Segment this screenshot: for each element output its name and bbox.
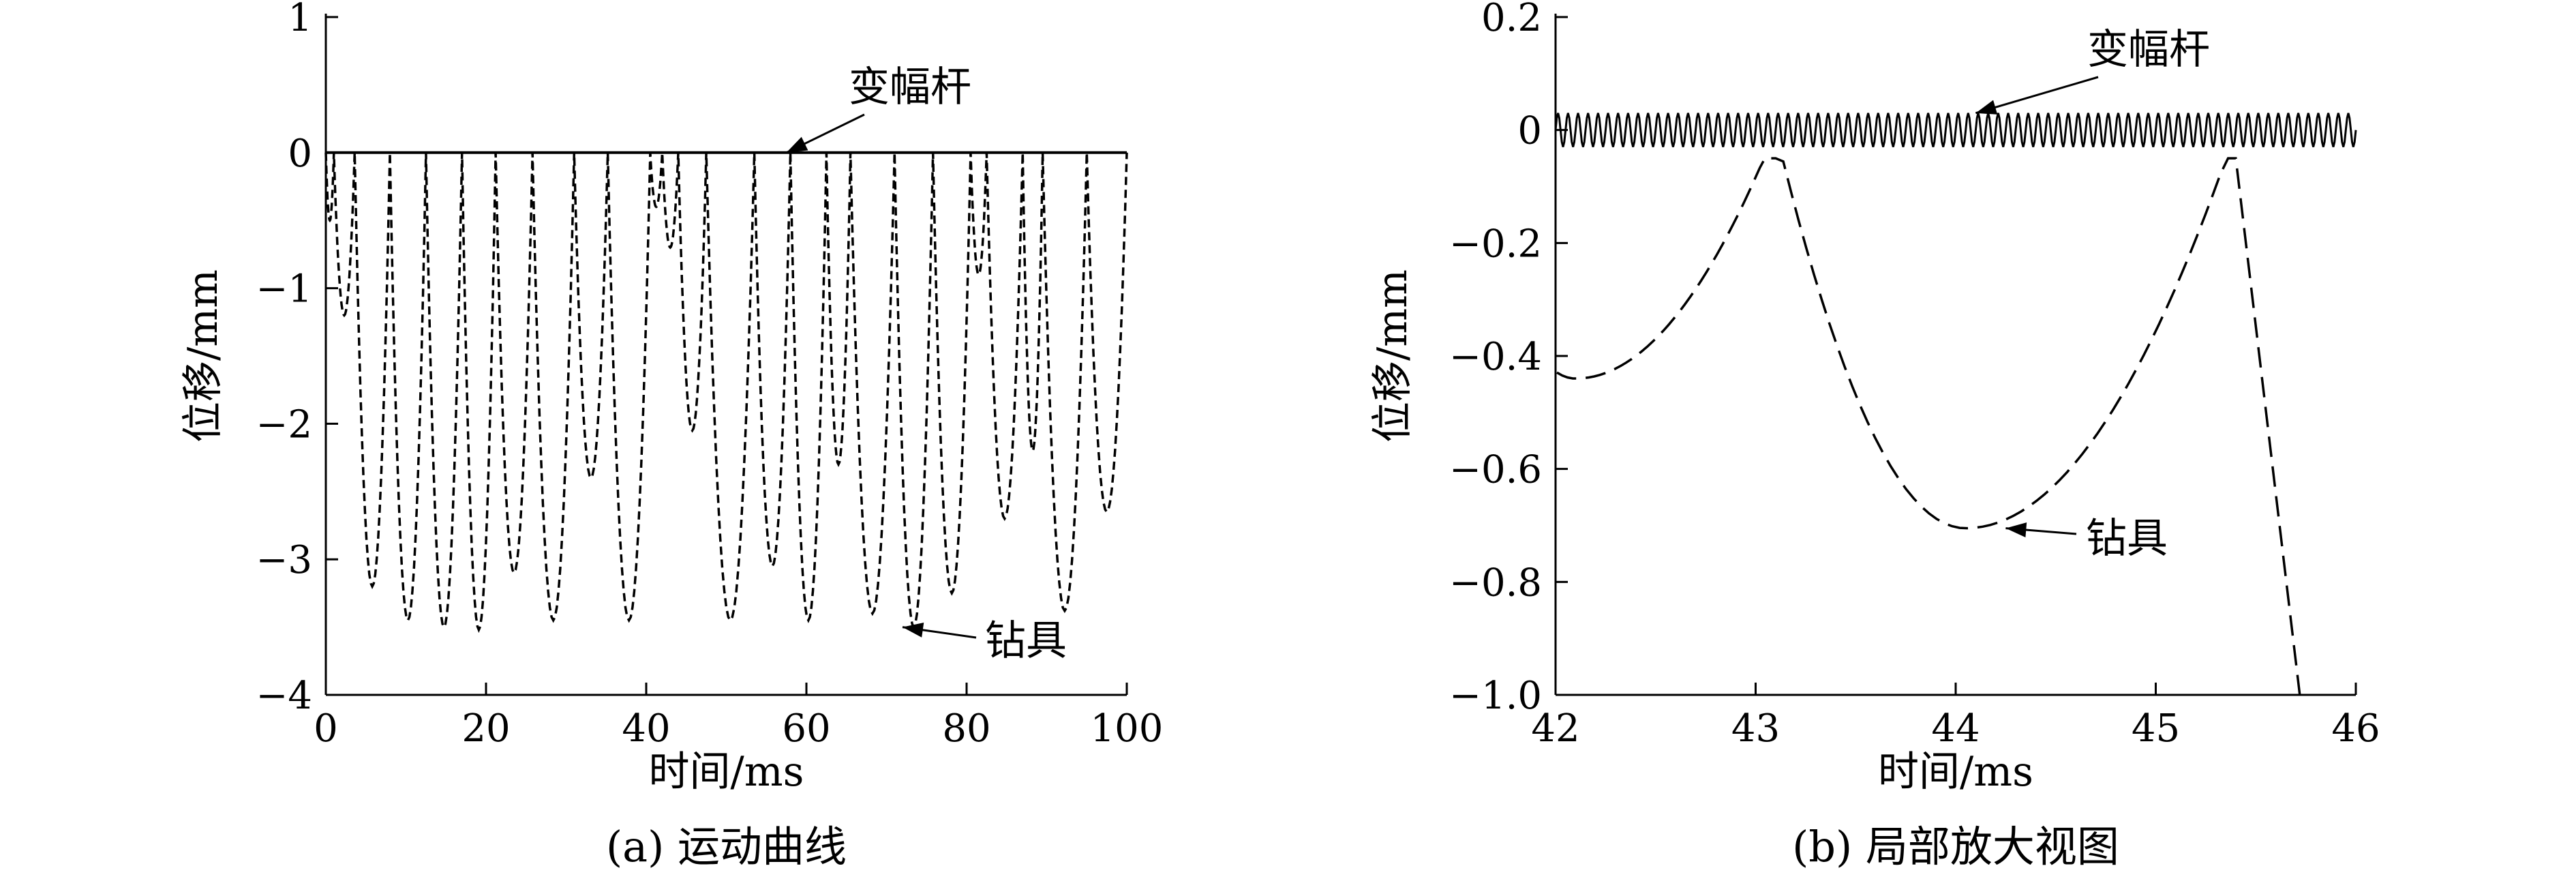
y-tick-label: 0 — [1517, 109, 1542, 153]
series-drill-line — [324, 152, 1128, 634]
annotation-arrow-line — [1975, 76, 2099, 115]
y-axis-label: 位移/mm — [1369, 269, 1416, 443]
x-tick-label: 42 — [1531, 706, 1579, 751]
y-tick-label: −1 — [256, 267, 312, 312]
annotation-arrowhead — [1975, 100, 1998, 115]
x-tick-label: 80 — [942, 706, 990, 751]
x-tick-label: 0 — [314, 706, 338, 751]
y-tick-label: 0 — [288, 132, 312, 176]
annotation-arrowhead — [903, 622, 924, 638]
x-tick-label: 46 — [2331, 706, 2380, 751]
x-axis-label: 时间/ms — [649, 748, 804, 796]
x-tick-label: 45 — [2132, 706, 2180, 751]
panel-caption: (b) 局部放大视图 — [1792, 822, 2119, 871]
y-tick-label: 1 — [288, 0, 312, 40]
x-tick-label: 43 — [1731, 706, 1780, 751]
annotation-arrowhead — [2005, 522, 2027, 538]
y-tick-label: 0.2 — [1481, 0, 1542, 40]
y-axis-label: 位移/mm — [179, 269, 227, 443]
y-tick-label: −0.4 — [1449, 335, 1542, 379]
annotation-label: 变幅杆 — [849, 63, 971, 111]
x-tick-label: 40 — [622, 706, 670, 751]
x-tick-label: 44 — [1931, 706, 1980, 751]
x-tick-label: 100 — [1091, 706, 1164, 751]
y-tick-label: −0.6 — [1449, 448, 1542, 492]
y-tick-label: −3 — [256, 538, 312, 582]
y-tick-label: −0.8 — [1449, 561, 1542, 605]
series-horn-oscillation — [1554, 113, 2357, 147]
y-tick-label: −2 — [256, 402, 312, 447]
annotation-arrowhead — [786, 136, 808, 153]
annotation-label: 钻具 — [2086, 515, 2168, 563]
panel-caption: (a) 运动曲线 — [606, 822, 847, 871]
annotation-label: 钻具 — [985, 617, 1067, 665]
x-tick-label: 60 — [782, 706, 830, 751]
y-tick-label: −1.0 — [1449, 674, 1542, 718]
y-tick-label: −4 — [256, 674, 312, 718]
annotation-label: 变幅杆 — [2087, 26, 2210, 74]
x-tick-label: 20 — [461, 706, 510, 751]
panel-b-local-zoom: 0.2 0 −0.2 −0.4 −0.6 −0.8 −1.042 43 44 45 46 时间/ms 位… — [1369, 0, 2380, 871]
series-drill-line — [1556, 157, 2301, 696]
x-axis-label: 时间/ms — [1878, 748, 2033, 796]
y-tick-label: −0.2 — [1449, 222, 1542, 266]
